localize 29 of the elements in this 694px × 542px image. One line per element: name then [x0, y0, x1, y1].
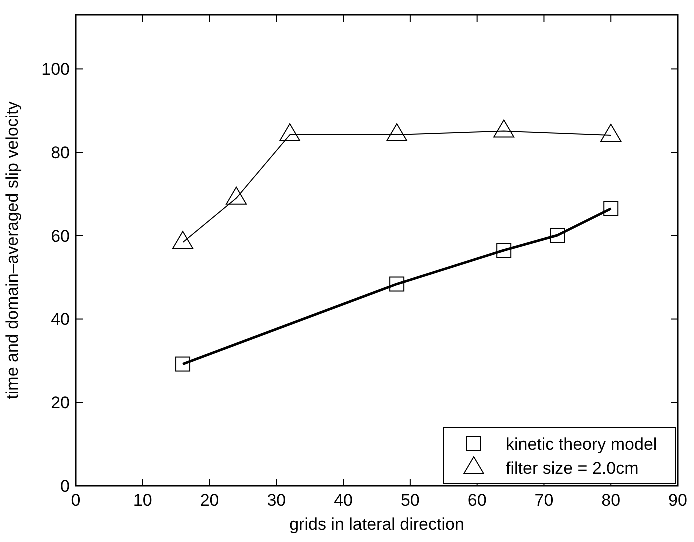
- point: [494, 120, 515, 138]
- point: [280, 124, 301, 142]
- point: [604, 201, 619, 216]
- y-tick-label: 80: [51, 144, 70, 162]
- legend-label: kinetic theory model: [506, 434, 658, 454]
- x-tick-label: 70: [534, 491, 554, 510]
- y-tick-label: 20: [51, 394, 70, 413]
- y-tick-label: 100: [42, 60, 70, 80]
- x-tick-label: 20: [200, 491, 220, 510]
- y-tick-label: 40: [51, 310, 70, 330]
- point: [226, 186, 248, 205]
- point: [390, 276, 405, 292]
- legend-label: filter size = 2.0cm: [506, 458, 639, 478]
- point: [386, 124, 408, 142]
- y-tick-label: 0: [60, 476, 70, 496]
- x-tick-label: 50: [400, 491, 420, 510]
- x-tick-label: 40: [334, 491, 354, 510]
- point: [550, 228, 566, 243]
- y-axis-title: time and domain–averaged slip velocity: [3, 101, 22, 400]
- x-tick-label: 10: [133, 491, 152, 510]
- x-tick-label: 90: [668, 491, 688, 510]
- x-tick-label: 60: [468, 491, 487, 510]
- point: [176, 356, 191, 372]
- point: [600, 124, 622, 142]
- x-tick-label: 30: [267, 491, 286, 510]
- x-axis-title: grids in lateral direction: [290, 515, 464, 534]
- y-tick-label: 60: [51, 226, 70, 246]
- point: [496, 243, 512, 258]
- x-tick-label: 80: [602, 491, 621, 510]
